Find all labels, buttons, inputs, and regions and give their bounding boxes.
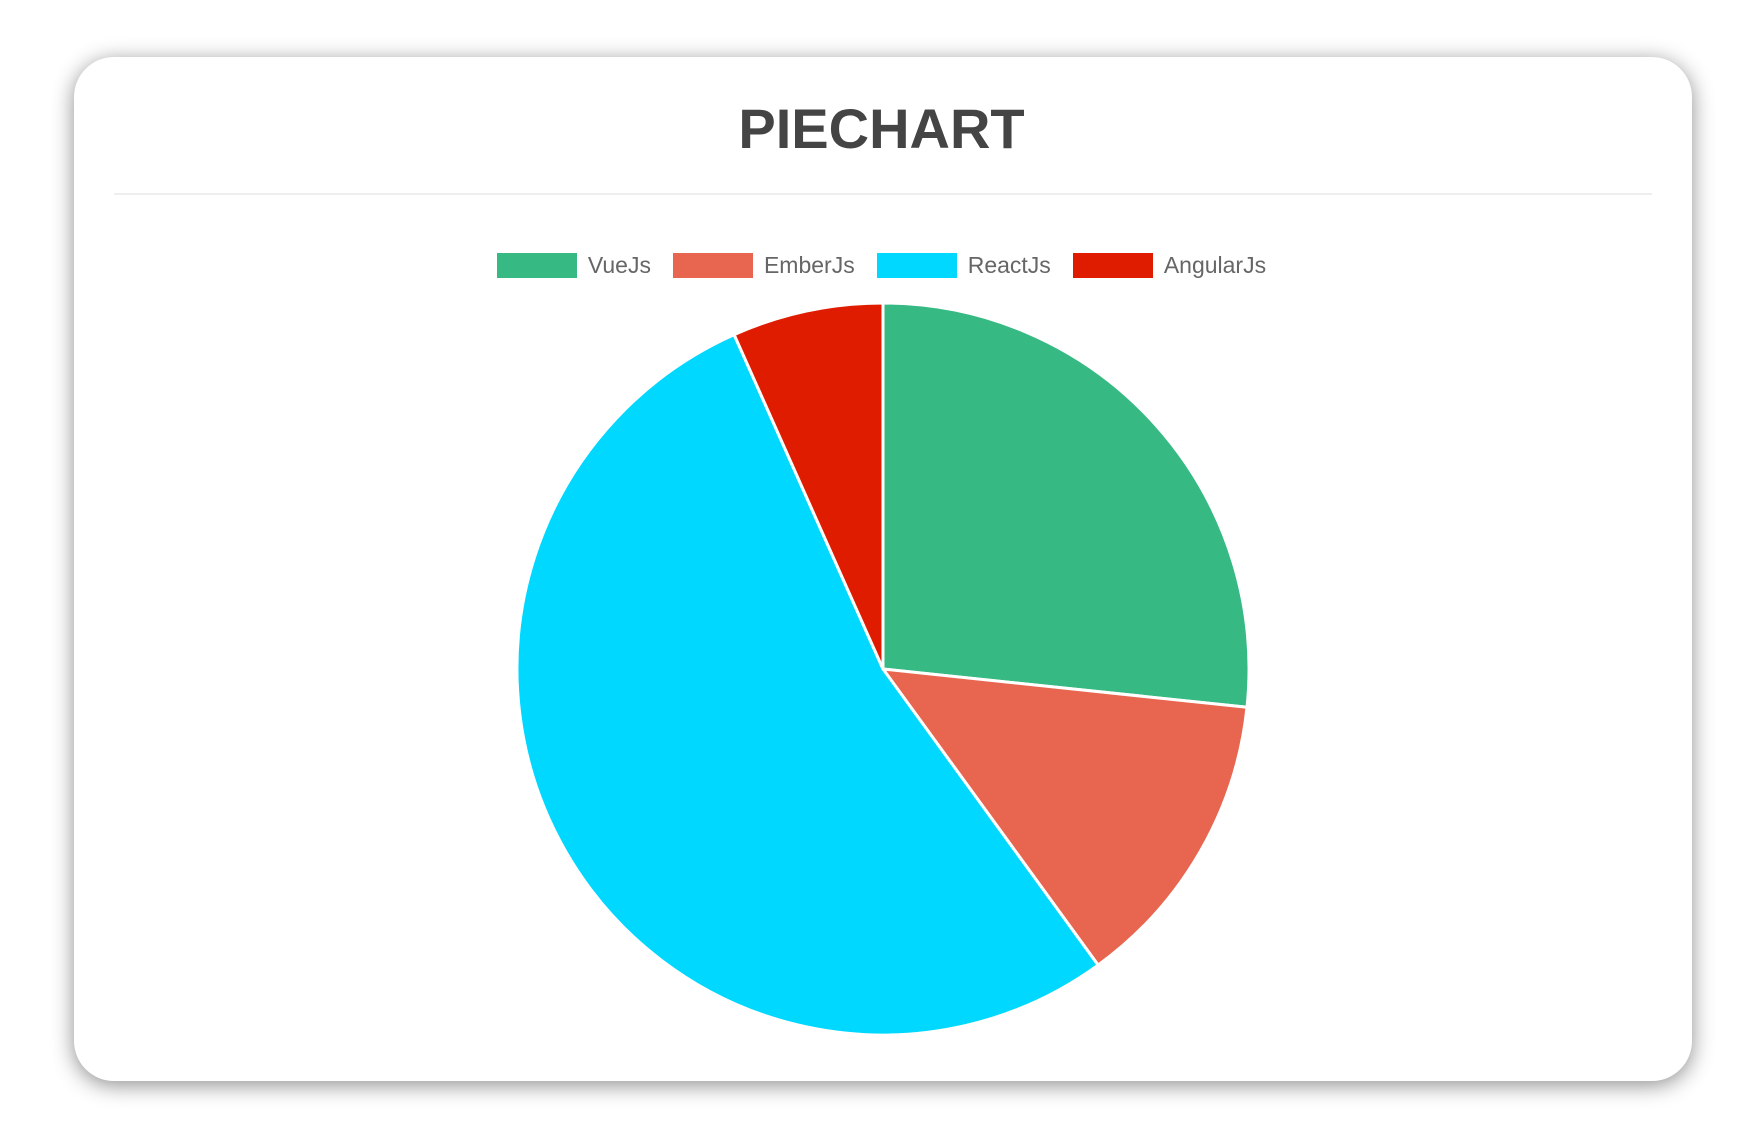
legend-item-angularjs[interactable]: AngularJs: [1072, 252, 1267, 279]
legend-item-emberjs[interactable]: EmberJs: [672, 252, 855, 279]
legend-item-vuejs[interactable]: VueJs: [496, 252, 651, 279]
chart-title: PIECHART: [738, 97, 1025, 160]
pie-slice-emberjs[interactable]: [879, 667, 1249, 968]
legend-label: VueJs: [587, 252, 651, 278]
pie-slice-reactjs[interactable]: [515, 332, 1101, 1037]
pie-slice-vuejs[interactable]: [881, 301, 1251, 709]
pie-slice-angularjs[interactable]: [732, 301, 885, 670]
legend: VueJs EmberJs ReactJs AngularJs: [0, 252, 1763, 279]
legend-label: ReactJs: [967, 252, 1051, 278]
legend-swatch: [1072, 253, 1153, 278]
legend-swatch: [876, 253, 957, 278]
legend-swatch: [496, 253, 577, 278]
legend-swatch: [672, 253, 753, 278]
legend-label: EmberJs: [763, 252, 855, 278]
divider: [114, 193, 1652, 195]
legend-label: AngularJs: [1163, 252, 1267, 278]
legend-item-reactjs[interactable]: ReactJs: [876, 252, 1051, 279]
